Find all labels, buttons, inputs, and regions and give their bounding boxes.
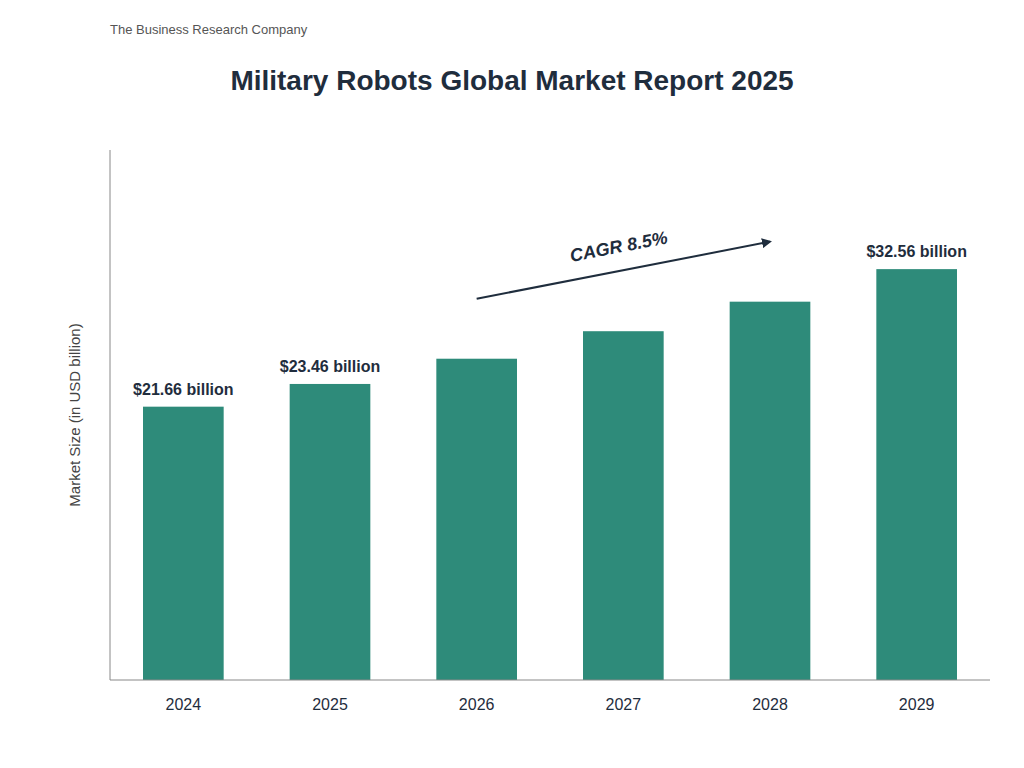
chart-container: The Business Research Company Military Ro… — [0, 0, 1024, 768]
x-tick-label: 2028 — [752, 696, 788, 713]
bar — [143, 407, 224, 680]
bar — [436, 359, 517, 680]
chart-title: Military Robots Global Market Report 202… — [230, 65, 793, 96]
data-label: $32.56 billion — [866, 243, 966, 260]
bar — [290, 384, 371, 680]
x-axis-line — [110, 680, 990, 681]
x-tick-label: 2025 — [312, 696, 348, 713]
x-tick-label: 2026 — [459, 696, 495, 713]
bar — [730, 302, 811, 680]
data-label: $21.66 billion — [133, 381, 233, 398]
x-tick-label: 2027 — [606, 696, 642, 713]
x-tick-label: 2024 — [166, 696, 202, 713]
brand-text: The Business Research Company — [110, 22, 308, 37]
data-label: $23.46 billion — [280, 358, 380, 375]
bars — [143, 269, 957, 680]
chart-svg: The Business Research Company Military Ro… — [0, 0, 1024, 768]
bar — [583, 331, 664, 680]
cagr-text: CAGR 8.5% — [568, 227, 669, 266]
y-axis-label: Market Size (in USD billion) — [66, 323, 83, 506]
bar — [876, 269, 957, 680]
y-axis-line — [110, 150, 111, 680]
x-tick-label: 2029 — [899, 696, 935, 713]
